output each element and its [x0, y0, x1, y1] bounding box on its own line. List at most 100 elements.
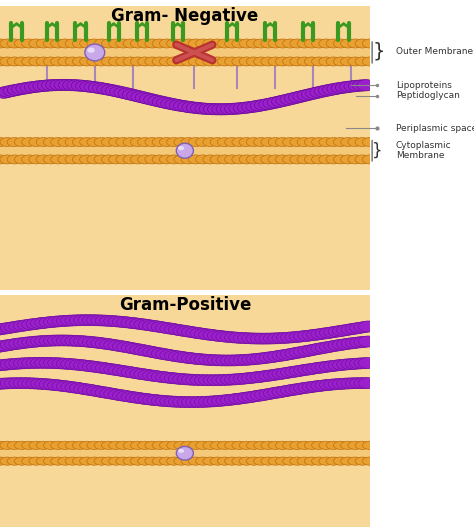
Circle shape — [86, 315, 106, 326]
Circle shape — [210, 441, 225, 450]
Circle shape — [259, 388, 279, 399]
Circle shape — [311, 441, 326, 450]
Circle shape — [181, 441, 196, 450]
Circle shape — [199, 329, 219, 340]
Circle shape — [211, 355, 231, 366]
Circle shape — [0, 39, 15, 48]
Circle shape — [341, 138, 356, 147]
Circle shape — [210, 57, 225, 66]
Circle shape — [123, 138, 138, 147]
Circle shape — [11, 83, 30, 95]
Circle shape — [290, 57, 305, 66]
Circle shape — [311, 138, 326, 147]
Circle shape — [229, 332, 249, 343]
Circle shape — [348, 80, 367, 92]
Text: Outer Membrane: Outer Membrane — [396, 46, 473, 55]
Circle shape — [196, 39, 210, 48]
Circle shape — [345, 358, 365, 369]
Ellipse shape — [176, 143, 193, 158]
Circle shape — [326, 57, 341, 66]
Circle shape — [177, 326, 197, 337]
Circle shape — [145, 441, 160, 450]
Circle shape — [123, 441, 138, 450]
Circle shape — [29, 57, 44, 66]
Ellipse shape — [178, 146, 184, 150]
Circle shape — [7, 441, 22, 450]
Circle shape — [259, 370, 279, 381]
Circle shape — [116, 138, 130, 147]
Circle shape — [134, 369, 154, 380]
Circle shape — [315, 328, 335, 339]
Circle shape — [50, 80, 68, 91]
Circle shape — [211, 330, 231, 341]
Circle shape — [167, 39, 182, 48]
Circle shape — [65, 457, 80, 465]
Circle shape — [116, 155, 130, 164]
Text: Cytoplasmic
Membrane: Cytoplasmic Membrane — [396, 141, 451, 160]
Circle shape — [130, 457, 145, 465]
Circle shape — [117, 317, 137, 328]
Circle shape — [246, 441, 261, 450]
Circle shape — [181, 57, 196, 66]
Circle shape — [167, 155, 182, 164]
Circle shape — [250, 333, 270, 344]
Circle shape — [363, 457, 377, 465]
Circle shape — [151, 348, 171, 359]
Circle shape — [298, 364, 318, 375]
Circle shape — [65, 441, 80, 450]
Circle shape — [268, 387, 288, 398]
Circle shape — [293, 91, 311, 102]
Circle shape — [51, 138, 65, 147]
Circle shape — [44, 39, 58, 48]
Circle shape — [173, 100, 192, 112]
Circle shape — [116, 57, 130, 66]
Circle shape — [324, 327, 344, 338]
Text: Gram-Positive: Gram-Positive — [118, 296, 251, 315]
Circle shape — [246, 101, 264, 112]
Circle shape — [348, 57, 363, 66]
Circle shape — [145, 457, 160, 465]
Circle shape — [355, 155, 370, 164]
Circle shape — [350, 378, 370, 389]
Circle shape — [167, 441, 182, 450]
Circle shape — [168, 396, 188, 407]
Circle shape — [30, 318, 50, 329]
Circle shape — [196, 441, 210, 450]
Circle shape — [58, 441, 73, 450]
Circle shape — [363, 138, 377, 147]
Circle shape — [130, 155, 145, 164]
Circle shape — [87, 457, 101, 465]
Text: Periplasmic space: Periplasmic space — [396, 124, 474, 133]
Circle shape — [94, 39, 109, 48]
Circle shape — [117, 341, 137, 353]
Circle shape — [210, 138, 225, 147]
Circle shape — [246, 354, 266, 365]
Circle shape — [9, 338, 29, 349]
Circle shape — [237, 102, 256, 113]
Circle shape — [137, 39, 152, 48]
Circle shape — [239, 441, 254, 450]
Circle shape — [353, 80, 371, 91]
Circle shape — [304, 138, 319, 147]
Circle shape — [100, 363, 119, 374]
Circle shape — [340, 81, 358, 92]
Circle shape — [220, 355, 240, 366]
Circle shape — [328, 378, 348, 389]
Circle shape — [275, 441, 290, 450]
Circle shape — [104, 388, 124, 399]
Circle shape — [218, 138, 232, 147]
Circle shape — [87, 441, 101, 450]
Circle shape — [259, 333, 279, 344]
Circle shape — [73, 441, 87, 450]
Circle shape — [134, 393, 154, 404]
Circle shape — [311, 343, 331, 354]
Circle shape — [345, 323, 365, 334]
Circle shape — [337, 338, 356, 349]
Circle shape — [135, 92, 154, 103]
Circle shape — [186, 374, 206, 385]
Circle shape — [0, 360, 3, 372]
Circle shape — [101, 138, 116, 147]
Circle shape — [319, 155, 334, 164]
Circle shape — [37, 80, 55, 91]
Circle shape — [0, 359, 16, 370]
